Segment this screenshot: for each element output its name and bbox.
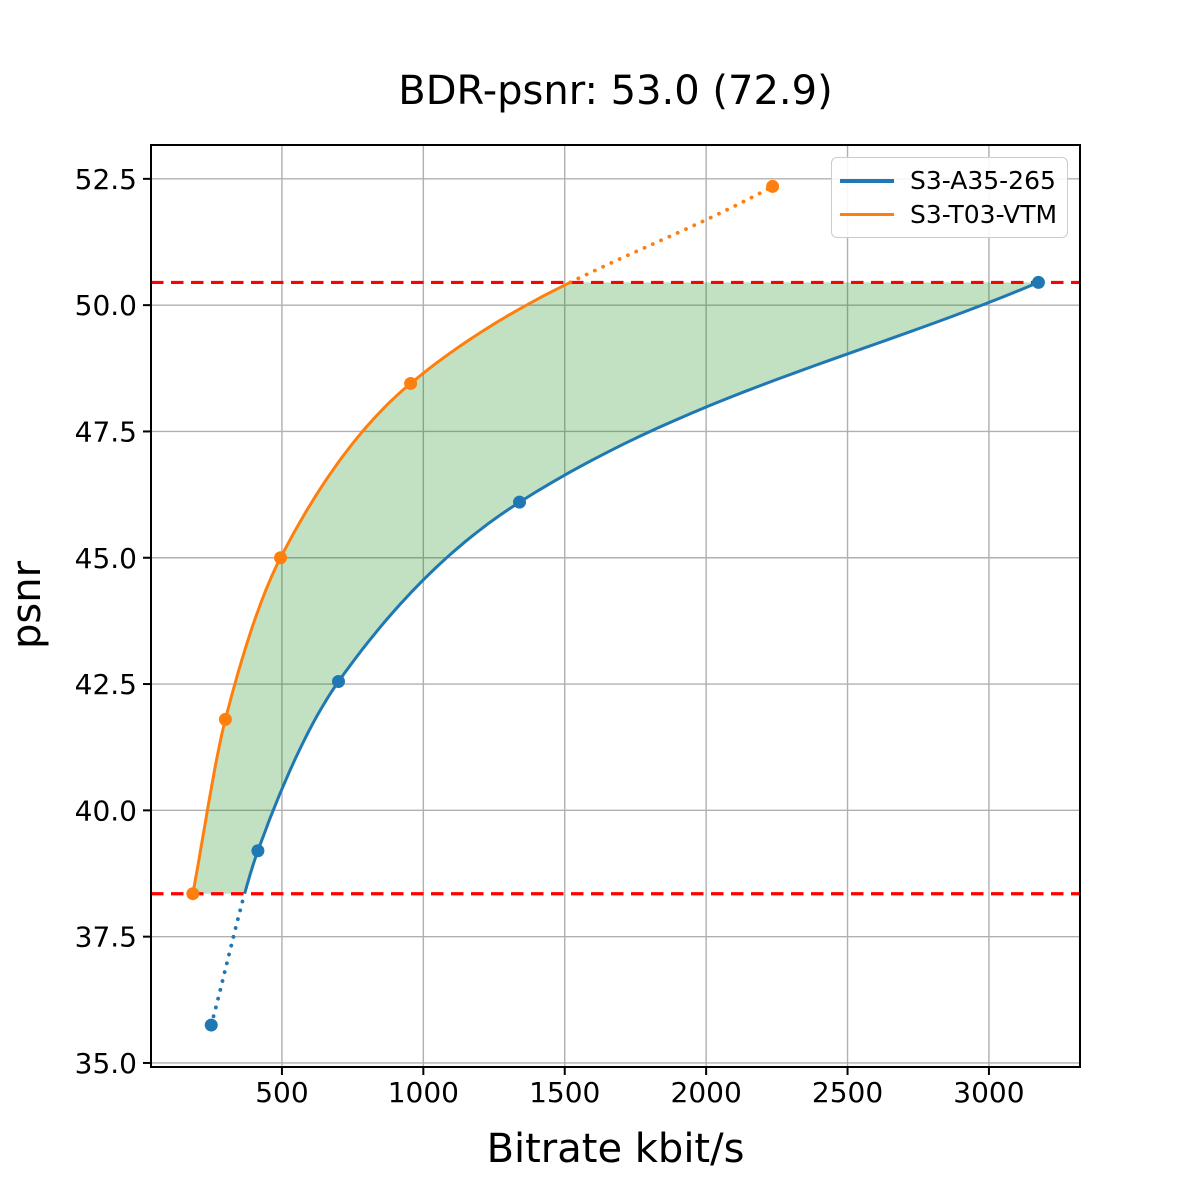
data-point-marker <box>512 495 526 509</box>
axes-spines <box>150 144 1081 1068</box>
data-point-marker <box>404 376 418 390</box>
y-axis-label: psnr <box>4 560 50 650</box>
legend-line-sample-blue <box>840 179 894 183</box>
legend-item-s3-t03-vtm: S3-T03-VTM <box>840 199 1058 229</box>
data-point-marker <box>251 844 265 858</box>
x-tick-label: 500 <box>255 1076 308 1109</box>
y-tick-label: 52.5 <box>75 163 137 196</box>
series-s3-a35-265-dotted-segment <box>209 891 247 1027</box>
y-tick-label: 35.0 <box>75 1047 137 1080</box>
data-point-marker <box>766 179 780 193</box>
x-tick-label: 2500 <box>812 1076 883 1109</box>
legend-label: S3-A35-265 <box>910 166 1056 196</box>
legend-label: S3-T03-VTM <box>910 199 1058 229</box>
chart-title: BDR-psnr: 53.0 (72.9) <box>398 68 833 114</box>
data-point-marker <box>1031 275 1045 289</box>
series-s3-t03-vtm-curve <box>191 281 571 894</box>
y-tick-label: 45.0 <box>75 542 137 575</box>
x-tick-label: 1500 <box>529 1076 600 1109</box>
series-s3-t03-vtm-dotted-segment <box>568 184 775 285</box>
data-point-marker <box>274 551 288 565</box>
data-point-marker <box>218 712 232 726</box>
x-tick-label: 1000 <box>388 1076 459 1109</box>
y-tick-label: 37.5 <box>75 921 137 954</box>
x-tick-label: 2000 <box>671 1076 742 1109</box>
x-axis-label: Bitrate kbit/s <box>486 1126 745 1172</box>
x-tick-label: 3000 <box>953 1076 1024 1109</box>
data-point-marker <box>331 675 345 689</box>
legend-item-s3-a35-265: S3-A35-265 <box>840 166 1056 196</box>
y-tick-label: 40.0 <box>75 794 137 827</box>
y-tick-label: 47.5 <box>75 415 137 448</box>
y-tick-label: 42.5 <box>75 668 137 701</box>
legend: S3-A35-265 S3-T03-VTM <box>831 157 1068 238</box>
bd-overlap-fill-region <box>192 282 1039 894</box>
y-tick-label: 50.0 <box>75 289 137 322</box>
data-point-marker <box>186 887 200 901</box>
data-point-marker <box>204 1018 218 1032</box>
series-s3-a35-265-curve <box>243 281 1039 895</box>
legend-line-sample-orange <box>840 212 894 216</box>
